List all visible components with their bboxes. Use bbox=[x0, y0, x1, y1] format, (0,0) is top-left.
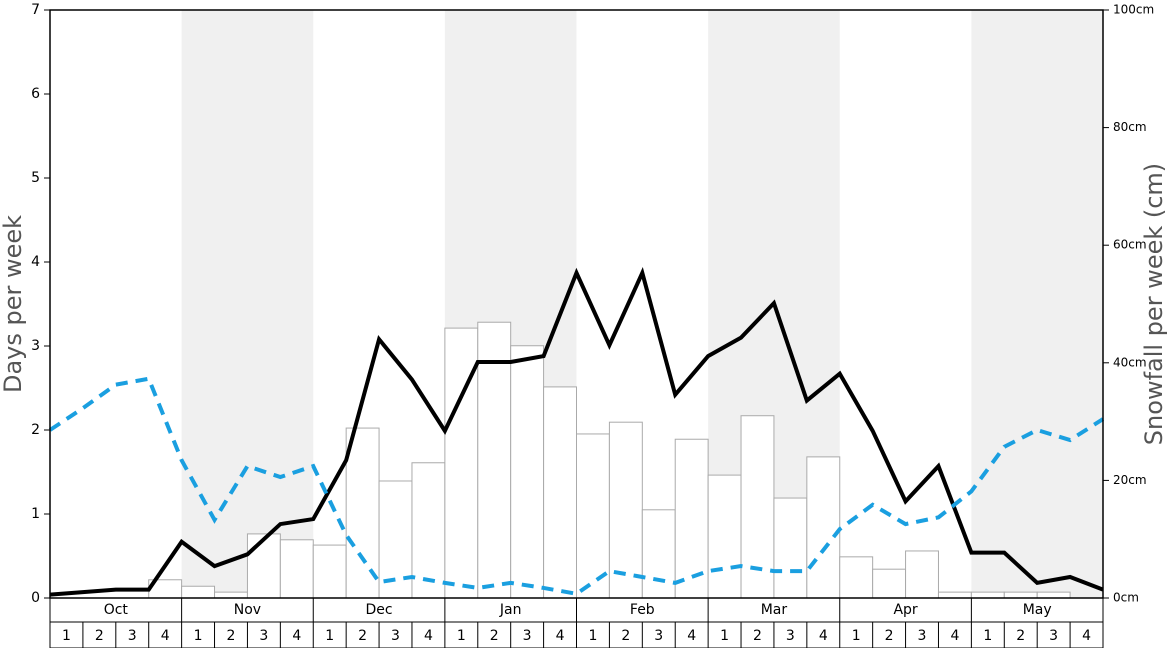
week-label: 3 bbox=[259, 628, 268, 644]
week-label: 3 bbox=[786, 628, 795, 644]
y-tick-label: 4 bbox=[31, 254, 40, 270]
bar bbox=[872, 568, 907, 599]
month-label: Feb bbox=[630, 602, 655, 618]
bar bbox=[477, 321, 512, 599]
week-label: 2 bbox=[358, 628, 367, 644]
bar bbox=[839, 556, 874, 599]
bar bbox=[905, 550, 939, 599]
bar bbox=[411, 462, 446, 599]
y-axis-title: Days per week bbox=[0, 215, 27, 393]
bar bbox=[773, 497, 808, 599]
bar bbox=[279, 539, 314, 599]
month-label: Dec bbox=[366, 602, 393, 618]
bar bbox=[181, 585, 216, 599]
y2-tick-label: 40cm bbox=[1113, 355, 1147, 369]
bar bbox=[740, 415, 775, 599]
y-tick-label: 2 bbox=[31, 422, 40, 438]
week-label: 4 bbox=[161, 628, 170, 644]
week-label: 2 bbox=[621, 628, 630, 644]
y-tick-label: 6 bbox=[31, 86, 40, 102]
bar bbox=[937, 591, 972, 599]
y-tick-label: 1 bbox=[31, 506, 40, 522]
month-label: Nov bbox=[234, 602, 261, 618]
week-label: 2 bbox=[1016, 628, 1025, 644]
y-tick-label: 5 bbox=[31, 170, 40, 186]
bar bbox=[1036, 591, 1071, 599]
week-label: 1 bbox=[62, 628, 71, 644]
month-label: Oct bbox=[104, 602, 129, 618]
bar bbox=[1003, 591, 1038, 599]
week-label: 1 bbox=[194, 628, 203, 644]
week-label: 4 bbox=[819, 628, 828, 644]
week-label: 2 bbox=[227, 628, 236, 644]
week-label: 2 bbox=[490, 628, 499, 644]
bar bbox=[641, 509, 676, 599]
bar bbox=[543, 386, 577, 599]
week-label: 3 bbox=[1049, 628, 1058, 644]
bar bbox=[312, 544, 347, 599]
week-label: 1 bbox=[588, 628, 597, 644]
bar bbox=[510, 345, 545, 599]
y-tick-label: 7 bbox=[31, 2, 40, 18]
week-label: 4 bbox=[424, 628, 433, 644]
background bbox=[181, 10, 1103, 598]
week-label: 4 bbox=[1082, 628, 1091, 644]
y2-tick-label: 20cm bbox=[1113, 473, 1147, 487]
bar bbox=[214, 591, 248, 599]
week-label: 4 bbox=[292, 628, 301, 644]
week-label: 2 bbox=[885, 628, 894, 644]
y2-tick-label: 100cm bbox=[1113, 3, 1154, 17]
y2-tick-label: 0cm bbox=[1113, 591, 1139, 605]
y2-tick-label: 60cm bbox=[1113, 238, 1147, 252]
week-label: 1 bbox=[720, 628, 729, 644]
week-label: 1 bbox=[457, 628, 466, 644]
y2-tick-label: 80cm bbox=[1113, 120, 1147, 134]
y2-axis-title: Snowfall per week (cm) bbox=[1140, 163, 1168, 445]
y-tick-label: 0 bbox=[31, 590, 40, 606]
line bbox=[48, 376, 1105, 596]
week-label: 3 bbox=[654, 628, 663, 644]
week-label: 4 bbox=[950, 628, 959, 644]
week-label: 3 bbox=[918, 628, 927, 644]
month-shade bbox=[181, 10, 314, 598]
week-label: 2 bbox=[753, 628, 762, 644]
month-shade bbox=[971, 10, 1103, 598]
week-label: 3 bbox=[523, 628, 532, 644]
month-label: May bbox=[1023, 602, 1052, 618]
y-tick-label: 3 bbox=[31, 338, 40, 354]
week-label: 4 bbox=[556, 628, 565, 644]
week-label: 3 bbox=[128, 628, 137, 644]
month-label: Jan bbox=[499, 602, 522, 618]
week-label: 4 bbox=[687, 628, 696, 644]
week-label: 2 bbox=[95, 628, 104, 644]
week-label: 1 bbox=[983, 628, 992, 644]
line bbox=[49, 267, 1104, 597]
bar bbox=[970, 591, 1005, 599]
bar bbox=[345, 427, 380, 599]
month-label: Mar bbox=[761, 602, 788, 618]
week-label: 1 bbox=[325, 628, 334, 644]
week-label: 1 bbox=[852, 628, 861, 644]
bar bbox=[806, 456, 841, 599]
month-label: Apr bbox=[893, 602, 917, 618]
bar bbox=[246, 533, 281, 599]
week-label: 3 bbox=[391, 628, 400, 644]
bar bbox=[707, 474, 742, 599]
